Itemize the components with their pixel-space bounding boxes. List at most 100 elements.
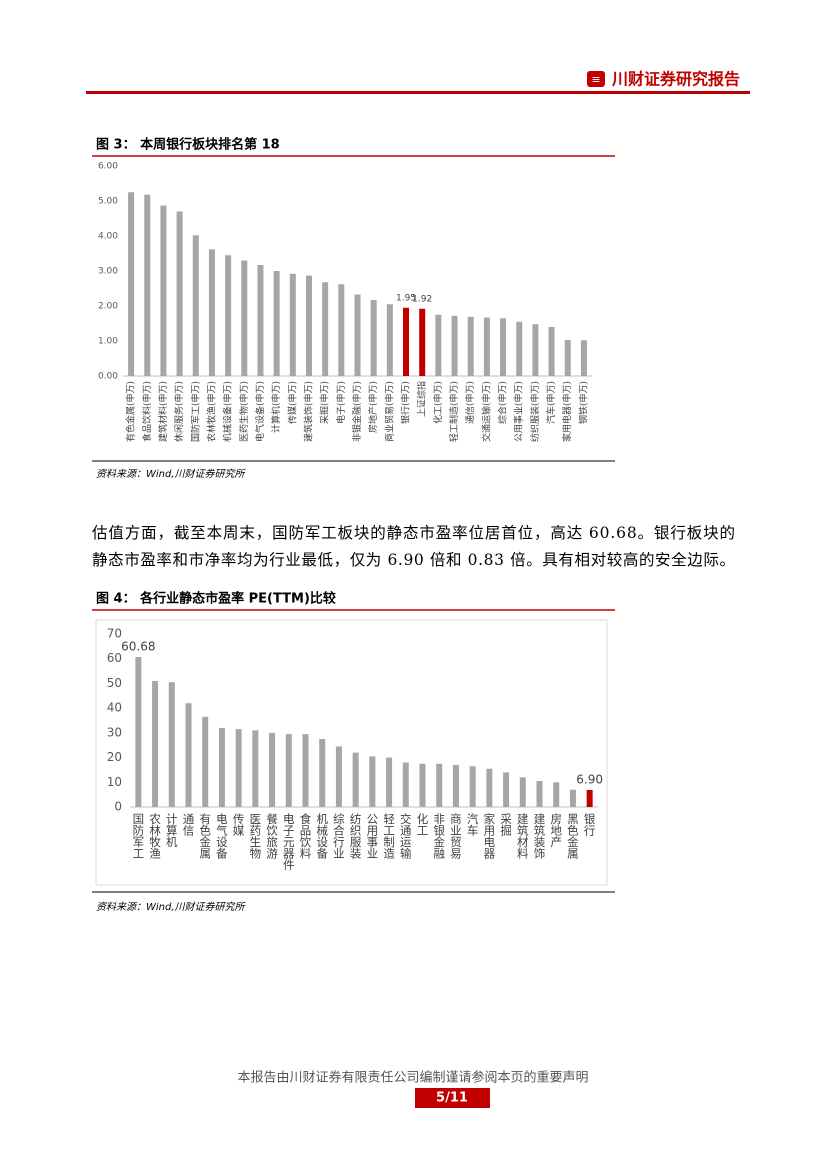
bar: [419, 763, 426, 807]
bar: [285, 734, 292, 807]
x-tick-label: 纺织服装(申万): [529, 381, 541, 442]
bar: [269, 732, 276, 807]
y-tick-label: 50: [107, 676, 122, 690]
x-tick-label: 有色金属(申万): [125, 381, 137, 442]
y-tick-label: 70: [107, 627, 122, 641]
x-tick-label: 计算机(申万): [270, 381, 282, 433]
bar: [225, 255, 232, 376]
header-title: 川财证券研究报告: [611, 70, 740, 89]
bar: [252, 730, 259, 807]
source: 资料来源：Wind,川财证券研究所: [96, 901, 247, 913]
bar: [469, 766, 476, 807]
bar: [553, 782, 560, 807]
bar: [152, 680, 159, 807]
y-tick-label: 2.00: [98, 302, 118, 312]
x-tick-label: 食品饮料: [299, 812, 313, 860]
x-tick-label: 化工(申万): [432, 381, 444, 424]
x-tick-label: 非银金融(申万): [351, 381, 363, 442]
bar: [352, 752, 359, 807]
x-tick-label: 商业贸易(申万): [383, 381, 395, 442]
x-tick-label: 房地产: [549, 813, 563, 848]
bar: [208, 249, 215, 376]
x-tick-label: 房地产(申万): [367, 381, 379, 433]
x-tick-label: 汽车: [466, 812, 480, 837]
bar: [202, 716, 209, 807]
bar: [403, 307, 410, 376]
bar: [516, 321, 523, 376]
bar: [519, 777, 526, 807]
x-tick-label: 纺织服装: [349, 812, 363, 860]
x-tick-label: 综合行业: [332, 812, 346, 859]
paragraph-line: 静态市盈率和市净率均为行业最低，仅为 6.90 倍和 0.83 倍。具有相对较高…: [92, 551, 735, 569]
x-tick-label: 商业贸易: [449, 812, 463, 860]
bar: [435, 314, 442, 376]
x-tick-label: 家用电器(申万): [561, 381, 573, 442]
bar: [386, 757, 393, 807]
bar: [503, 772, 510, 807]
bar: [467, 316, 474, 376]
bar: [451, 315, 458, 376]
x-tick-label: 机械设备(申万): [222, 381, 234, 442]
page-box: [415, 1088, 490, 1108]
bar: [160, 205, 167, 376]
bar: [257, 265, 264, 376]
y-tick-label: 3.00: [98, 267, 118, 277]
bar: [168, 682, 175, 807]
x-tick-label: 公用事业(申万): [513, 381, 525, 442]
bar: [586, 789, 593, 807]
bar: [192, 235, 199, 376]
x-tick-label: 建筑装饰: [533, 812, 547, 859]
logo: [587, 71, 605, 87]
x-tick-label: 医药生物(申万): [238, 381, 250, 442]
bar: [500, 318, 507, 376]
bar: [580, 340, 587, 376]
bar: [369, 756, 376, 807]
bar: [402, 762, 409, 807]
bar: [532, 324, 539, 376]
y-tick-label: 20: [107, 750, 122, 764]
bar: [335, 746, 342, 807]
bar: [536, 781, 543, 807]
x-tick-label: 综合(申万): [497, 381, 509, 424]
x-tick-label: 非银金融: [432, 813, 446, 860]
x-tick-label: 家用电器: [482, 812, 496, 860]
x-tick-label: 国防军工: [131, 813, 145, 859]
y-tick-label: 0: [114, 800, 122, 814]
x-tick-label: 医药生物: [248, 813, 262, 859]
bar: [218, 727, 225, 807]
y-tick-label: 6.00: [98, 162, 118, 172]
figure-title: 图 4： 各行业静态市盈率 PE(TTM)比较: [96, 591, 336, 607]
value-label: 1.95: [396, 293, 416, 303]
bar: [419, 308, 426, 376]
x-tick-label: 钢铁(申万): [577, 381, 589, 424]
bar: [176, 211, 183, 376]
y-tick-label: 1.00: [98, 337, 118, 347]
x-tick-label: 公用事业: [365, 813, 379, 859]
x-tick-label: 国防军工(申万): [189, 381, 201, 442]
bar: [548, 327, 555, 376]
logo-mark: ≡: [591, 73, 600, 86]
x-tick-label: 农林牧渔(申万): [205, 381, 217, 442]
x-tick-label: 传媒(申万): [286, 381, 298, 424]
x-tick-label: 电气设备(申万): [254, 381, 266, 442]
bar: [322, 282, 329, 376]
bar: [564, 339, 571, 376]
y-tick-label: 40: [107, 701, 122, 715]
x-tick-label: 银行(申万): [400, 381, 412, 424]
y-tick-label: 5.00: [98, 197, 118, 207]
bar: [305, 275, 312, 376]
bar: [128, 192, 135, 376]
bar: [483, 317, 490, 376]
x-tick-label: 农林牧渔: [148, 812, 162, 860]
chart-frame: [95, 619, 608, 886]
x-tick-label: 交通运输: [399, 812, 413, 860]
bar: [241, 260, 248, 376]
bar: [370, 300, 377, 376]
figure-title: 图 3： 本周银行板块排名第 18: [96, 137, 280, 153]
x-tick-label: 轻工制造: [382, 812, 396, 859]
x-tick-label: 采掘(申万): [319, 381, 331, 424]
bar: [302, 734, 309, 807]
bar: [452, 764, 459, 807]
bar: [235, 729, 242, 807]
bar: [273, 271, 280, 376]
